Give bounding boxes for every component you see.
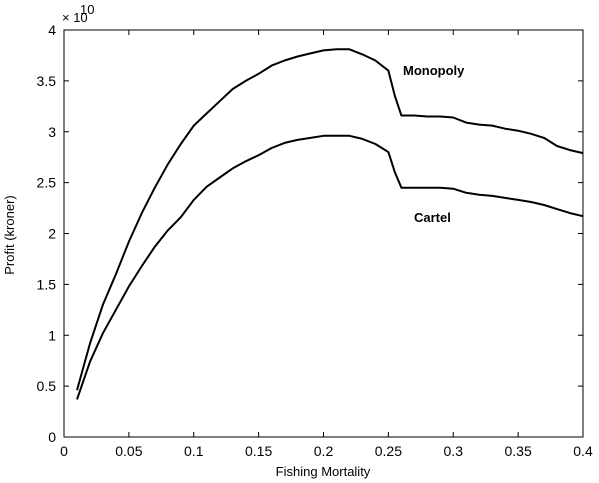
y-tick-label: 4	[48, 22, 56, 38]
y-tick-label: 3.5	[37, 73, 57, 89]
series-label-cartel: Cartel	[414, 210, 451, 225]
y-tick-label: 3	[48, 124, 56, 140]
x-tick-label: 0.25	[375, 443, 402, 459]
x-tick-label: 0.3	[444, 443, 464, 459]
x-tick-label: 0.35	[505, 443, 532, 459]
y-multiplier-exponent: 10	[80, 2, 94, 17]
y-tick-label: 0	[48, 429, 56, 445]
y-tick-label: 1	[48, 327, 56, 343]
y-tick-label: 0.5	[37, 378, 57, 394]
series-layer	[76, 48, 584, 400]
x-axis-ticks: 0 0.05 0.1 0.15 0.2 0.25 0.3 0.35 0.4	[60, 30, 593, 459]
y-tick-label: 2.5	[37, 175, 57, 191]
y-multiplier-label: × 10	[62, 10, 88, 25]
y-tick-label: 2	[48, 226, 56, 242]
y-tick-label: 1.5	[37, 276, 57, 292]
y-axis-title: Profit (kroner)	[2, 195, 17, 274]
x-axis-title: Fishing Mortality	[276, 464, 371, 479]
y-axis-ticks: 0 0.5 1 1.5 2 2.5 3 3.5 4	[37, 22, 583, 445]
x-tick-label: 0.1	[184, 443, 204, 459]
x-tick-label: 0.2	[314, 443, 334, 459]
series-label-monopoly: Monopoly	[403, 63, 465, 78]
series-line-cartel	[76, 134, 584, 400]
series-line-monopoly	[76, 48, 584, 391]
x-tick-label: 0.15	[245, 443, 272, 459]
x-tick-label: 0.4	[573, 443, 593, 459]
x-tick-label: 0.05	[115, 443, 142, 459]
x-tick-label: 0	[60, 443, 68, 459]
